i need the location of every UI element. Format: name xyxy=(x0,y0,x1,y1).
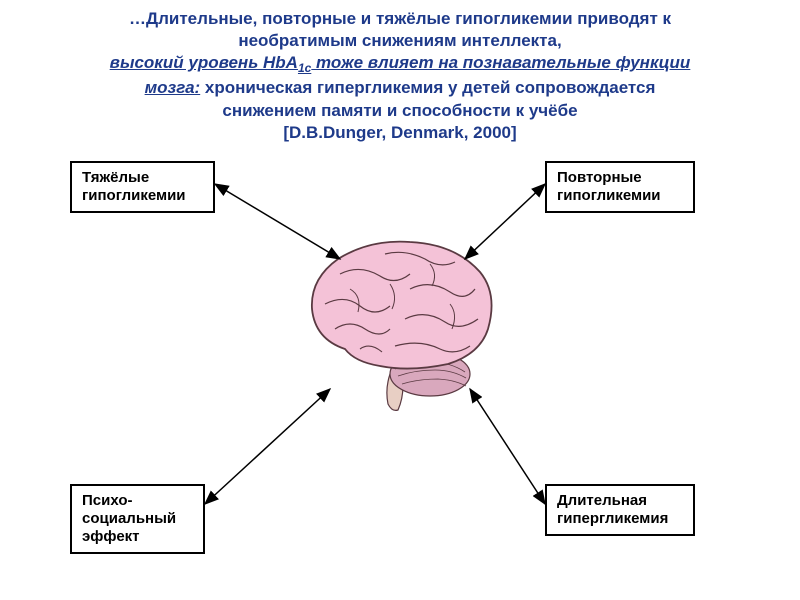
heading-line-3: снижением памяти и способности к учёбе xyxy=(30,100,770,122)
heading-underline-row1: высокий уровень HbA1c тоже влияет на поз… xyxy=(30,52,770,77)
heading-underline-row2: мозга: хроническая гипергликемия у детей… xyxy=(30,77,770,100)
box-bl-line2: социальный xyxy=(82,510,193,528)
heading-rest-line2: хроническая гипергликемия у детей сопров… xyxy=(200,78,655,97)
box-bl-line3: эффект xyxy=(82,528,193,546)
heading-underline-line2pre: мозга: xyxy=(145,78,201,97)
heading-line-2: необратимым снижениям интеллекта, xyxy=(30,30,770,52)
box-br-line2: гипергликемия xyxy=(557,510,683,528)
diagram-area: Тяжёлые гипогликемии Повторные гипоглике… xyxy=(0,149,800,589)
heading-underline-pre: высокий уровень HbA xyxy=(110,53,298,72)
box-tr-line2: гипогликемии xyxy=(557,187,683,205)
slide-heading: …Длительные, повторные и тяжёлые гипогли… xyxy=(0,0,800,144)
arrow-top-right xyxy=(465,184,545,259)
heading-underline-post: тоже влияет на познавательные функции xyxy=(311,53,690,72)
box-tl-line1: Тяжёлые xyxy=(82,169,203,187)
box-tl-line2: гипогликемии xyxy=(82,187,203,205)
heading-citation: [D.B.Dunger, Denmark, 2000] xyxy=(30,122,770,144)
arrow-bottom-right xyxy=(470,389,545,504)
box-repeated-hypoglycemia: Повторные гипогликемии xyxy=(545,161,695,213)
arrow-top-left xyxy=(215,184,340,259)
arrow-bottom-left xyxy=(205,389,330,504)
box-prolonged-hyperglycemia: Длительная гипергликемия xyxy=(545,484,695,536)
box-br-line1: Длительная xyxy=(557,492,683,510)
box-psychosocial-effect: Психо- социальный эффект xyxy=(70,484,205,554)
box-bl-line1: Психо- xyxy=(82,492,193,510)
box-tr-line1: Повторные xyxy=(557,169,683,187)
heading-line-1: …Длительные, повторные и тяжёлые гипогли… xyxy=(30,8,770,30)
box-severe-hypoglycemia: Тяжёлые гипогликемии xyxy=(70,161,215,213)
heading-subscript: 1c xyxy=(298,61,311,75)
